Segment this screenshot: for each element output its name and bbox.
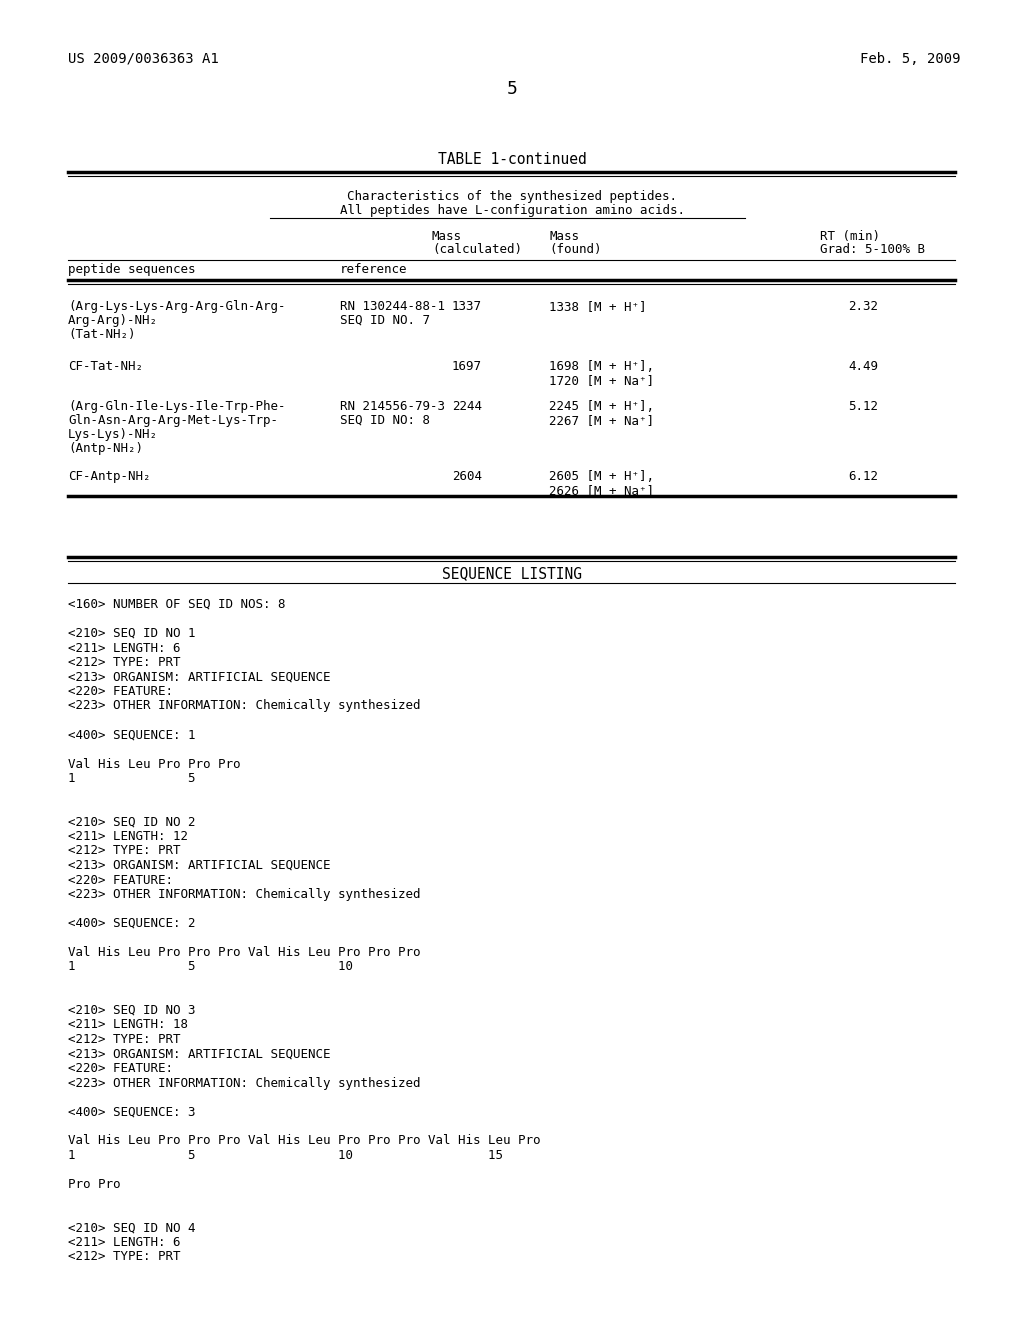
Text: <220> FEATURE:: <220> FEATURE: (68, 874, 173, 887)
Text: <220> FEATURE:: <220> FEATURE: (68, 1063, 173, 1074)
Text: <210> SEQ ID NO 3: <210> SEQ ID NO 3 (68, 1005, 196, 1016)
Text: <223> OTHER INFORMATION: Chemically synthesized: <223> OTHER INFORMATION: Chemically synt… (68, 1077, 421, 1089)
Text: 1               5: 1 5 (68, 772, 196, 785)
Text: 2244: 2244 (452, 400, 482, 413)
Text: Pro Pro: Pro Pro (68, 1177, 121, 1191)
Text: 1697: 1697 (452, 360, 482, 374)
Text: 1               5                   10: 1 5 10 (68, 961, 353, 974)
Text: Mass: Mass (549, 230, 579, 243)
Text: Characteristics of the synthesized peptides.: Characteristics of the synthesized pepti… (347, 190, 677, 203)
Text: <211> LENGTH: 6: <211> LENGTH: 6 (68, 642, 180, 655)
Text: <211> LENGTH: 18: <211> LENGTH: 18 (68, 1019, 188, 1031)
Text: (Arg-Lys-Lys-Arg-Arg-Gln-Arg-: (Arg-Lys-Lys-Arg-Arg-Gln-Arg- (68, 300, 286, 313)
Text: <400> SEQUENCE: 1: <400> SEQUENCE: 1 (68, 729, 196, 742)
Text: TABLE 1-continued: TABLE 1-continued (437, 152, 587, 168)
Text: 1720 [M + Na⁺]: 1720 [M + Na⁺] (549, 374, 654, 387)
Text: <210> SEQ ID NO 1: <210> SEQ ID NO 1 (68, 627, 196, 640)
Text: (Arg-Gln-Ile-Lys-Ile-Trp-Phe-: (Arg-Gln-Ile-Lys-Ile-Trp-Phe- (68, 400, 286, 413)
Text: SEQ ID NO: 8: SEQ ID NO: 8 (340, 414, 430, 426)
Text: Val His Leu Pro Pro Pro Val His Leu Pro Pro Pro Val His Leu Pro: Val His Leu Pro Pro Pro Val His Leu Pro … (68, 1134, 541, 1147)
Text: 2.32: 2.32 (848, 300, 878, 313)
Text: <213> ORGANISM: ARTIFICIAL SEQUENCE: <213> ORGANISM: ARTIFICIAL SEQUENCE (68, 671, 331, 684)
Text: 4.49: 4.49 (848, 360, 878, 374)
Text: Val His Leu Pro Pro Pro: Val His Leu Pro Pro Pro (68, 758, 241, 771)
Text: <223> OTHER INFORMATION: Chemically synthesized: <223> OTHER INFORMATION: Chemically synt… (68, 700, 421, 713)
Text: SEQ ID NO. 7: SEQ ID NO. 7 (340, 314, 430, 327)
Text: Gln-Asn-Arg-Arg-Met-Lys-Trp-: Gln-Asn-Arg-Arg-Met-Lys-Trp- (68, 414, 278, 426)
Text: <211> LENGTH: 12: <211> LENGTH: 12 (68, 830, 188, 843)
Text: 1337: 1337 (452, 300, 482, 313)
Text: Mass: Mass (432, 230, 462, 243)
Text: 2604: 2604 (452, 470, 482, 483)
Text: Lys-Lys)-NH₂: Lys-Lys)-NH₂ (68, 428, 158, 441)
Text: 6.12: 6.12 (848, 470, 878, 483)
Text: 1698 [M + H⁺],: 1698 [M + H⁺], (549, 360, 654, 374)
Text: RN 130244-88-1: RN 130244-88-1 (340, 300, 445, 313)
Text: 2605 [M + H⁺],: 2605 [M + H⁺], (549, 470, 654, 483)
Text: Feb. 5, 2009: Feb. 5, 2009 (859, 51, 961, 66)
Text: <210> SEQ ID NO 2: <210> SEQ ID NO 2 (68, 816, 196, 829)
Text: 1               5                   10                  15: 1 5 10 15 (68, 1148, 503, 1162)
Text: <212> TYPE: PRT: <212> TYPE: PRT (68, 845, 180, 858)
Text: <400> SEQUENCE: 2: <400> SEQUENCE: 2 (68, 917, 196, 931)
Text: CF-Tat-NH₂: CF-Tat-NH₂ (68, 360, 143, 374)
Text: <213> ORGANISM: ARTIFICIAL SEQUENCE: <213> ORGANISM: ARTIFICIAL SEQUENCE (68, 859, 331, 873)
Text: <160> NUMBER OF SEQ ID NOS: 8: <160> NUMBER OF SEQ ID NOS: 8 (68, 598, 286, 611)
Text: <212> TYPE: PRT: <212> TYPE: PRT (68, 656, 180, 669)
Text: (calculated): (calculated) (432, 243, 522, 256)
Text: 1338 [M + H⁺]: 1338 [M + H⁺] (549, 300, 646, 313)
Text: 5.12: 5.12 (848, 400, 878, 413)
Text: Val His Leu Pro Pro Pro Val His Leu Pro Pro Pro: Val His Leu Pro Pro Pro Val His Leu Pro … (68, 946, 421, 960)
Text: <212> TYPE: PRT: <212> TYPE: PRT (68, 1250, 180, 1263)
Text: All peptides have L-configuration amino acids.: All peptides have L-configuration amino … (340, 205, 684, 216)
Text: 5: 5 (507, 81, 517, 98)
Text: <400> SEQUENCE: 3: <400> SEQUENCE: 3 (68, 1106, 196, 1118)
Text: <223> OTHER INFORMATION: Chemically synthesized: <223> OTHER INFORMATION: Chemically synt… (68, 888, 421, 902)
Text: RT (min): RT (min) (820, 230, 880, 243)
Text: reference: reference (340, 263, 408, 276)
Text: Grad: 5-100% B: Grad: 5-100% B (820, 243, 925, 256)
Text: CF-Antp-NH₂: CF-Antp-NH₂ (68, 470, 151, 483)
Text: <211> LENGTH: 6: <211> LENGTH: 6 (68, 1236, 180, 1249)
Text: SEQUENCE LISTING: SEQUENCE LISTING (442, 566, 582, 581)
Text: (Antp-NH₂): (Antp-NH₂) (68, 442, 143, 455)
Text: <212> TYPE: PRT: <212> TYPE: PRT (68, 1034, 180, 1045)
Text: <213> ORGANISM: ARTIFICIAL SEQUENCE: <213> ORGANISM: ARTIFICIAL SEQUENCE (68, 1048, 331, 1060)
Text: peptide sequences: peptide sequences (68, 263, 196, 276)
Text: (found): (found) (549, 243, 601, 256)
Text: 2626 [M + Na⁺]: 2626 [M + Na⁺] (549, 484, 654, 498)
Text: Arg-Arg)-NH₂: Arg-Arg)-NH₂ (68, 314, 158, 327)
Text: <210> SEQ ID NO 4: <210> SEQ ID NO 4 (68, 1221, 196, 1234)
Text: (Tat-NH₂): (Tat-NH₂) (68, 327, 135, 341)
Text: 2267 [M + Na⁺]: 2267 [M + Na⁺] (549, 414, 654, 426)
Text: US 2009/0036363 A1: US 2009/0036363 A1 (68, 51, 219, 66)
Text: 2245 [M + H⁺],: 2245 [M + H⁺], (549, 400, 654, 413)
Text: RN 214556-79-3: RN 214556-79-3 (340, 400, 445, 413)
Text: <220> FEATURE:: <220> FEATURE: (68, 685, 173, 698)
